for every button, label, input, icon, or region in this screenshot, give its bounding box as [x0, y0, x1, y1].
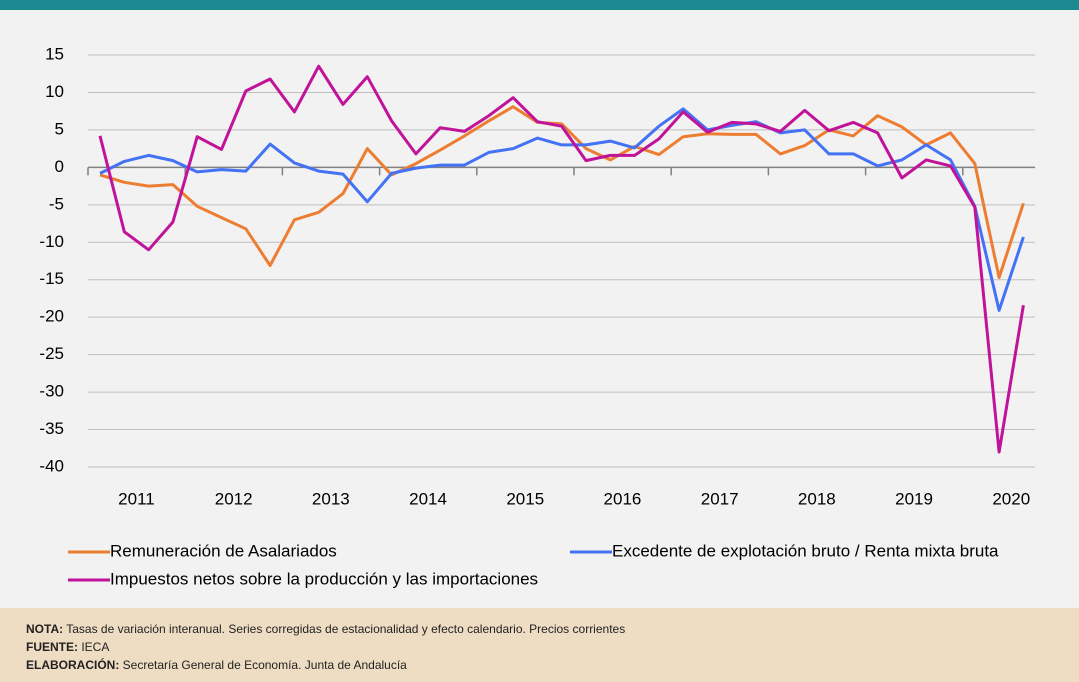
legend-label: Remuneración de Asalariados — [110, 541, 337, 560]
y-tick-label: -35 — [39, 419, 64, 438]
y-tick-label: 15 — [45, 44, 64, 63]
note-label: NOTA: — [26, 622, 64, 636]
x-tick-label: 2015 — [506, 489, 544, 508]
note-label: FUENTE: — [26, 640, 78, 654]
notes: NOTA: Tasas de variación interanual. Ser… — [0, 608, 1079, 682]
y-tick-label: 0 — [55, 157, 64, 176]
series-line — [99, 107, 1025, 312]
x-tick-label: 2012 — [215, 489, 253, 508]
y-tick-label: -25 — [39, 344, 64, 363]
x-tick-label: 2018 — [798, 489, 836, 508]
legend-label: Impuestos netos sobre la producción y la… — [110, 569, 538, 588]
x-tick-label: 2020 — [992, 489, 1030, 508]
y-tick-label: -5 — [49, 194, 64, 213]
y-tick-label: -20 — [39, 307, 64, 326]
top-bar — [0, 0, 1079, 10]
legend-label: Excedente de explotación bruto / Renta m… — [612, 541, 999, 560]
note-text: Tasas de variación interanual. Series co… — [66, 622, 626, 636]
x-tick-label: 2011 — [118, 489, 155, 508]
y-tick-label: -10 — [39, 232, 64, 251]
note-line: NOTA: Tasas de variación interanual. Ser… — [26, 620, 1079, 638]
chart: -40 -35 -30 -25 -20 -15 -10 -5 0 5 10 15 2011 2012 201… — [0, 0, 1079, 588]
note-line: FUENTE: IECA — [26, 638, 1079, 656]
note-text: IECA — [81, 640, 110, 654]
y-tick-label: 10 — [45, 82, 64, 101]
note-text: Secretaría General de Economía. Junta de… — [122, 658, 407, 672]
x-tick-label: 2017 — [701, 489, 739, 508]
y-tick-label: -15 — [39, 269, 64, 288]
series-line — [98, 64, 1025, 454]
y-tick-label: -40 — [39, 456, 64, 475]
x-tick-label: 2019 — [895, 489, 933, 508]
x-tick-label: 2013 — [312, 489, 350, 508]
y-tick-label: -30 — [39, 382, 64, 401]
x-tick-label: 2014 — [409, 489, 447, 508]
y-tick-label: 5 — [55, 119, 64, 138]
x-tick-label: 2016 — [604, 489, 642, 508]
series-line — [99, 105, 1025, 279]
note-line: ELABORACIÓN: Secretaría General de Econo… — [26, 656, 1079, 674]
note-label: ELABORACIÓN: — [26, 658, 120, 672]
